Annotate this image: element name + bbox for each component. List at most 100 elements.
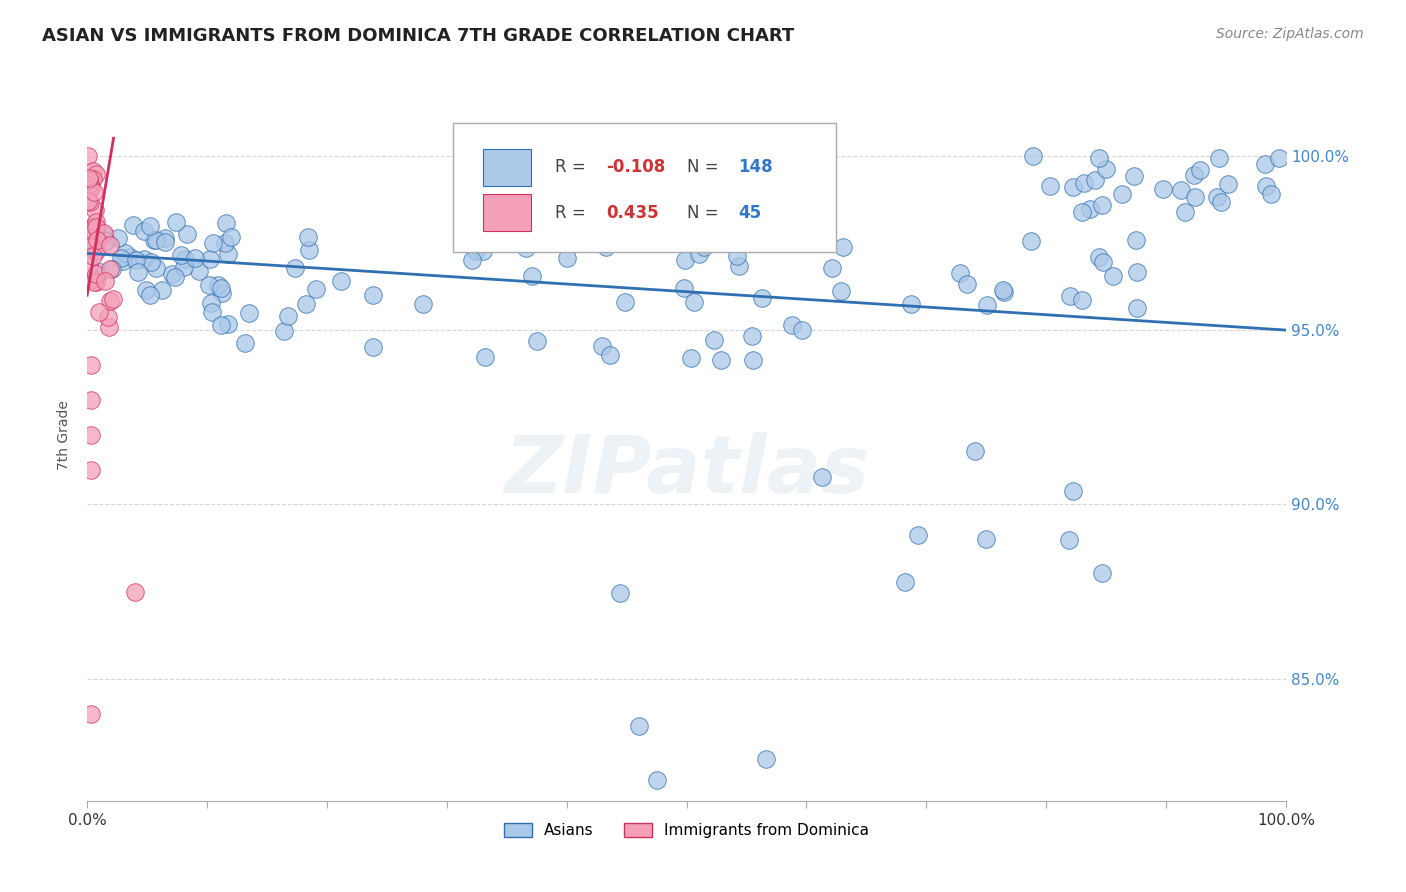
Point	[1188, 162, 1211, 177]
Point	[609, 586, 631, 600]
Point	[472, 244, 495, 258]
Point	[150, 283, 173, 297]
Point	[77, 173, 100, 187]
Point	[1253, 157, 1275, 171]
FancyBboxPatch shape	[453, 123, 837, 252]
Point	[725, 249, 748, 263]
Point	[412, 296, 434, 310]
Point	[155, 235, 177, 249]
Point	[1209, 194, 1232, 209]
Point	[176, 227, 198, 241]
Point	[79, 182, 101, 196]
Point	[1216, 177, 1239, 191]
Point	[80, 171, 103, 186]
Point	[681, 351, 703, 366]
Text: ASIAN VS IMMIGRANTS FROM DOMINICA 7TH GRADE CORRELATION CHART: ASIAN VS IMMIGRANTS FROM DOMINICA 7TH GR…	[42, 27, 794, 45]
Point	[84, 167, 107, 181]
Point	[86, 220, 108, 235]
Point	[238, 306, 260, 320]
Text: Source: ZipAtlas.com: Source: ZipAtlas.com	[1216, 27, 1364, 41]
Point	[134, 252, 156, 266]
Point	[93, 228, 115, 243]
Point	[780, 318, 803, 332]
Point	[683, 295, 706, 310]
Text: R =: R =	[555, 159, 585, 177]
Point	[82, 172, 104, 186]
Point	[1092, 255, 1115, 269]
Point	[77, 149, 100, 163]
Point	[160, 267, 183, 281]
Point	[613, 295, 636, 310]
Point	[831, 240, 853, 254]
Point	[84, 244, 107, 259]
Point	[80, 220, 103, 235]
Point	[77, 259, 100, 273]
Point	[1205, 190, 1227, 204]
Point	[273, 324, 295, 338]
Point	[1254, 178, 1277, 193]
Point	[77, 178, 100, 192]
Point	[284, 261, 307, 276]
Point	[80, 427, 103, 442]
Point	[1152, 182, 1174, 196]
Point	[460, 252, 482, 267]
Point	[110, 251, 132, 265]
Point	[84, 222, 107, 236]
Point	[207, 277, 229, 292]
Point	[101, 292, 124, 306]
Point	[89, 264, 111, 278]
Point	[1073, 176, 1095, 190]
Point	[80, 462, 103, 476]
Point	[1088, 151, 1111, 165]
Point	[155, 230, 177, 244]
Point	[87, 305, 110, 319]
Point	[295, 297, 318, 311]
Point	[82, 163, 104, 178]
Point	[86, 234, 108, 248]
Point	[139, 219, 162, 233]
Point	[1102, 268, 1125, 283]
Point	[111, 253, 134, 268]
Point	[673, 252, 696, 267]
Point	[93, 227, 115, 241]
Point	[1084, 173, 1107, 187]
Point	[1070, 205, 1092, 219]
Point	[949, 266, 972, 280]
Point	[330, 274, 353, 288]
Point	[277, 310, 299, 324]
Point	[93, 274, 115, 288]
Text: ZIPatlas: ZIPatlas	[505, 433, 869, 510]
Point	[209, 281, 232, 295]
Point	[693, 240, 716, 254]
Point	[98, 262, 121, 277]
Point	[811, 469, 834, 483]
Point	[211, 286, 233, 301]
Point	[751, 291, 773, 305]
Point	[1021, 149, 1043, 163]
Point	[202, 236, 225, 251]
Point	[956, 277, 979, 291]
Point	[173, 260, 195, 274]
Point	[830, 284, 852, 298]
Point	[464, 244, 486, 259]
Point	[1123, 169, 1146, 183]
Point	[599, 347, 621, 361]
Point	[1268, 151, 1291, 165]
Point	[169, 248, 191, 262]
FancyBboxPatch shape	[482, 194, 530, 231]
Point	[1126, 265, 1149, 279]
Point	[1125, 233, 1147, 247]
Point	[474, 350, 496, 364]
Point	[122, 219, 145, 233]
Point	[145, 233, 167, 247]
Point	[84, 276, 107, 290]
Text: 148: 148	[738, 159, 773, 177]
Point	[174, 252, 197, 267]
Point	[217, 247, 239, 261]
Point	[82, 249, 104, 263]
Point	[647, 772, 669, 787]
Point	[993, 285, 1015, 299]
Point	[77, 234, 100, 248]
Point	[79, 240, 101, 254]
Point	[165, 215, 187, 229]
